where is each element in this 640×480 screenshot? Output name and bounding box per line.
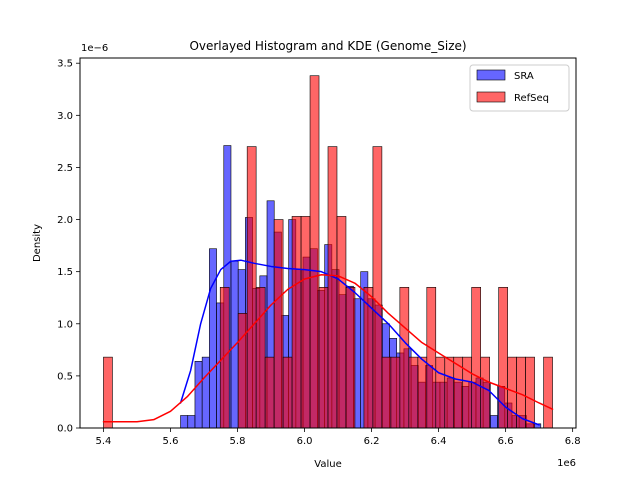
y-tick-label: 0.5: [57, 371, 73, 382]
x-axis-label: Value: [314, 459, 341, 470]
histogram-bar-refseq: [543, 356, 553, 429]
x-tick-label: 5.4: [96, 436, 112, 447]
histogram-bar-refseq: [273, 219, 284, 429]
histogram-bar-refseq: [390, 356, 401, 429]
x-tick-label: 6.8: [565, 436, 581, 447]
histogram-bar-refseq: [399, 286, 410, 429]
histogram-bar-refseq: [309, 75, 320, 429]
y-axis-label: Density: [32, 224, 43, 262]
kde-curves: [102, 259, 554, 426]
x-tick-label: 6.2: [364, 436, 380, 447]
x-tick-label: 6.4: [431, 436, 447, 447]
histogram-bar-refseq: [462, 356, 473, 429]
histogram-bar-refseq: [318, 286, 329, 429]
x-tick-label: 5.8: [230, 436, 246, 447]
histogram-bar-refseq: [237, 313, 248, 429]
histogram-bar-refseq: [408, 356, 419, 429]
histogram-bar-refseq: [444, 356, 455, 429]
kde-line-refseq: [102, 274, 554, 423]
histogram-bar-sra: [187, 415, 196, 429]
kde-line-sra: [179, 259, 540, 426]
histogram-bar-refseq: [525, 356, 535, 429]
y-axis-multiplier: 1e−6: [81, 43, 108, 54]
histogram-bar-refseq: [291, 216, 302, 429]
legend-swatch-refseq: [476, 91, 506, 103]
histogram-bar-sra: [180, 415, 189, 429]
x-axis-multiplier: 1e6: [557, 458, 576, 469]
x-tick-label: 5.6: [163, 436, 179, 447]
histogram-bar-refseq: [435, 356, 446, 429]
histogram-bar-refseq: [300, 216, 311, 429]
y-axis: 0.0 0.5 1.0 1.5 2.0 2.5 3.0 3.5: [57, 59, 80, 435]
histogram-bar-refseq: [381, 356, 392, 429]
histogram-bar-refseq: [246, 146, 257, 429]
legend-swatch-sra: [476, 69, 506, 81]
histogram-bar-refseq: [264, 356, 275, 429]
y-tick-label: 1.5: [57, 267, 73, 278]
histogram-bar-refseq: [471, 286, 481, 429]
legend-label-sra: SRA: [514, 71, 534, 82]
histogram-bar-refseq: [255, 286, 266, 429]
histogram-bar-refseq: [103, 356, 113, 429]
histogram-bar-refseq: [417, 356, 428, 429]
legend: SRA RefSeq: [469, 64, 570, 112]
histogram-bar-refseq: [480, 356, 490, 429]
x-tick-label: 6.6: [498, 436, 514, 447]
histogram-bar-sra: [201, 356, 210, 429]
y-tick-label: 1.0: [57, 319, 73, 330]
histogram-bar-sra: [490, 415, 498, 429]
legend-label-refseq: RefSeq: [514, 93, 549, 104]
histogram-bar-sra: [209, 248, 217, 429]
y-tick-label: 0.0: [57, 424, 73, 435]
x-axis: 5.4 5.6 5.8 6.0 6.2 6.4 6.6 6.8: [96, 428, 581, 447]
plot-frame: [79, 57, 577, 429]
histogram-bar-refseq: [372, 146, 383, 429]
histogram-bar-refseq: [327, 146, 338, 429]
histogram-bar-refseq: [219, 286, 230, 429]
y-tick-label: 2.0: [57, 215, 73, 226]
x-tick-label: 6.0: [297, 436, 313, 447]
histogram-bar-refseq: [345, 286, 356, 429]
histogram-bar-refseq: [336, 216, 347, 429]
histogram-bar-refseq: [282, 356, 293, 429]
y-tick-label: 2.5: [57, 163, 73, 174]
y-tick-label: 3.0: [57, 111, 73, 122]
histogram-bar-refseq: [426, 286, 437, 429]
y-tick-label: 3.5: [57, 59, 73, 70]
chart-title: Overlayed Histogram and KDE (Genome_Size…: [189, 39, 466, 53]
histogram-bar-sra: [194, 360, 203, 429]
